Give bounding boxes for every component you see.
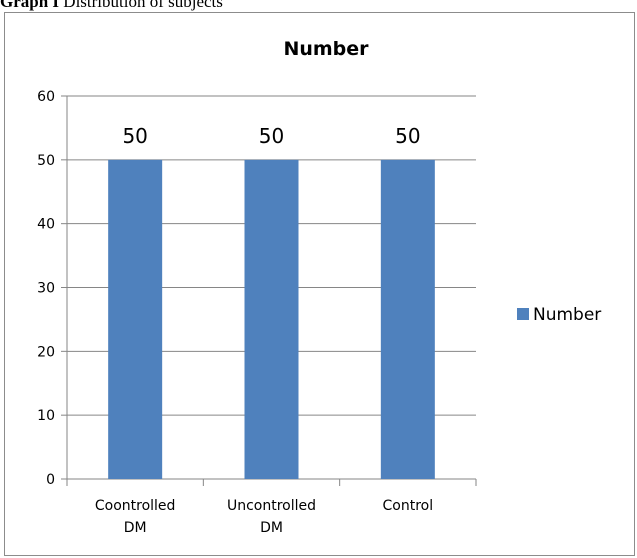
chart-title: Number [283, 38, 369, 60]
x-tick-label: DM [260, 520, 283, 536]
data-label: 50 [259, 124, 284, 148]
caption-text: Distribution of subjects [59, 0, 223, 11]
x-tick-label: Control [383, 498, 434, 514]
caption-label: Graph I [0, 0, 60, 11]
legend-swatch [517, 308, 529, 320]
x-tick-label: DM [124, 520, 147, 536]
y-tick-label: 10 [37, 408, 55, 424]
bar [380, 159, 435, 480]
y-tick-label: 20 [37, 344, 55, 360]
legend-label: Number [533, 305, 601, 325]
x-tick-label: Uncontrolled [227, 498, 316, 514]
x-tick-label: Coontrolled [95, 498, 176, 514]
y-tick-label: 0 [46, 472, 55, 488]
bar [108, 159, 163, 480]
y-tick-label: 30 [37, 281, 55, 297]
bar [244, 159, 299, 480]
data-label: 50 [122, 124, 147, 148]
y-tick-label: 60 [37, 89, 55, 105]
data-label: 50 [395, 124, 420, 148]
y-tick-label: 50 [37, 153, 55, 169]
y-tick-label: 40 [37, 217, 55, 233]
figure-caption: Graph I Distribution of subjects [0, 0, 223, 12]
